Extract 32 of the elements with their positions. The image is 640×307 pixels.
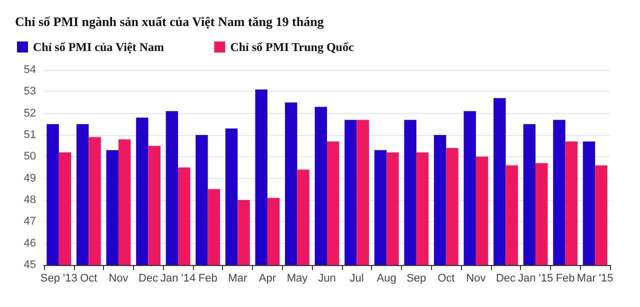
x-tick-label: Nov [108, 272, 129, 284]
y-tick-label: 49 [24, 172, 36, 184]
y-tick-label: 50 [24, 150, 36, 163]
y-tick-label: 51 [24, 129, 36, 141]
y-tick-label: 47 [24, 216, 36, 228]
chart-title: Chỉ số PMI ngành sản xuất của Việt Nam tăng 19 tháng [15, 14, 324, 29]
y-tick-label: 46 [24, 237, 36, 250]
x-tick-label: Jan '14 [160, 272, 196, 284]
y-tick-label: 45 [24, 259, 36, 271]
x-tick-label: Mar [228, 272, 248, 284]
x-tick-label: Sep '13 [40, 272, 78, 284]
x-tick-label: Feb [556, 272, 575, 284]
legend-label: Chỉ số PMI Trung Quốc [230, 40, 354, 54]
y-tick-label: 53 [24, 86, 36, 98]
x-tick-label: Jul [350, 272, 364, 284]
x-tick-label: Jan '15 [518, 272, 554, 284]
x-tick-label: Oct [80, 272, 98, 284]
x-tick-label: Dec [496, 272, 516, 284]
y-tick-label: 48 [24, 194, 36, 206]
y-tick-label: 54 [24, 64, 36, 76]
x-tick-label: Mar '15 [576, 272, 614, 284]
x-tick-label: Aug [376, 272, 396, 284]
x-tick-label: Jun [318, 272, 336, 284]
x-tick-label: Nov [466, 272, 486, 284]
x-tick-label: Oct [438, 272, 455, 284]
x-tick-label: May [286, 272, 308, 284]
x-tick-label: Feb [198, 272, 218, 284]
x-tick-label: Sep [406, 272, 426, 284]
y-tick-label: 52 [24, 107, 36, 120]
x-tick-label: Dec [138, 272, 159, 284]
legend-label: Chỉ số PMI của Việt Nam [33, 40, 164, 54]
x-tick-label: Apr [258, 272, 276, 284]
